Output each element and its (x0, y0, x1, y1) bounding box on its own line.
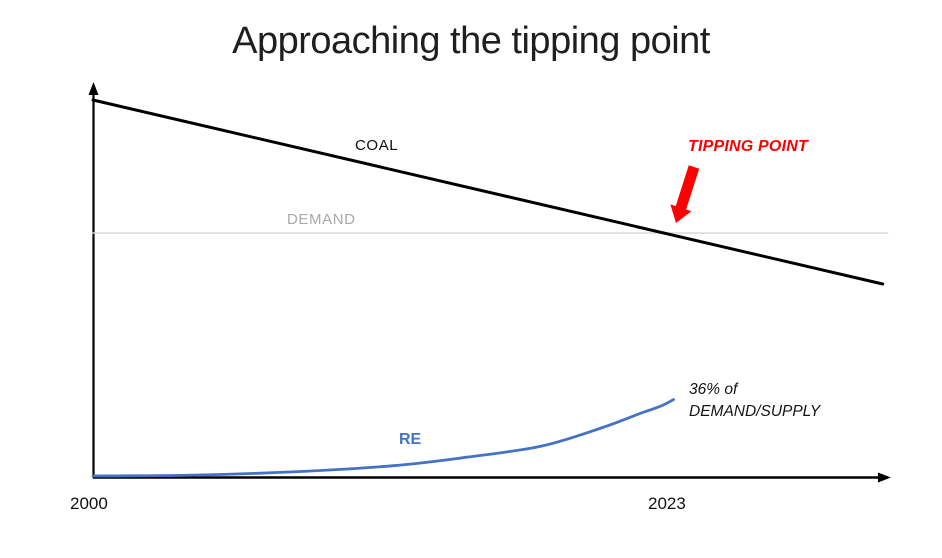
coal-series-label: COAL (355, 137, 399, 154)
x-tick-2023: 2023 (648, 494, 686, 513)
x-axis-arrow-icon (878, 472, 891, 483)
demand-series-label: DEMAND (287, 211, 356, 228)
series-re-line (91, 398, 675, 478)
tipping-point-label: TIPPING POINT (688, 138, 808, 155)
series-coal-line (91, 98, 885, 286)
re-share-line1: 36% of (689, 381, 738, 398)
re-series-label: RE (399, 431, 422, 448)
re-share-annotation: 36% of DEMAND/SUPPLY (689, 379, 820, 424)
re-share-line2: DEMAND/SUPPLY (689, 403, 821, 421)
tipping-point-arrow-icon (670, 165, 700, 223)
x-tick-2000: 2000 (70, 494, 108, 513)
y-axis-arrow-icon (88, 82, 99, 95)
axes (88, 82, 891, 483)
series-layer (91, 98, 889, 478)
chart-title: Approaching the tipping point (232, 20, 710, 62)
